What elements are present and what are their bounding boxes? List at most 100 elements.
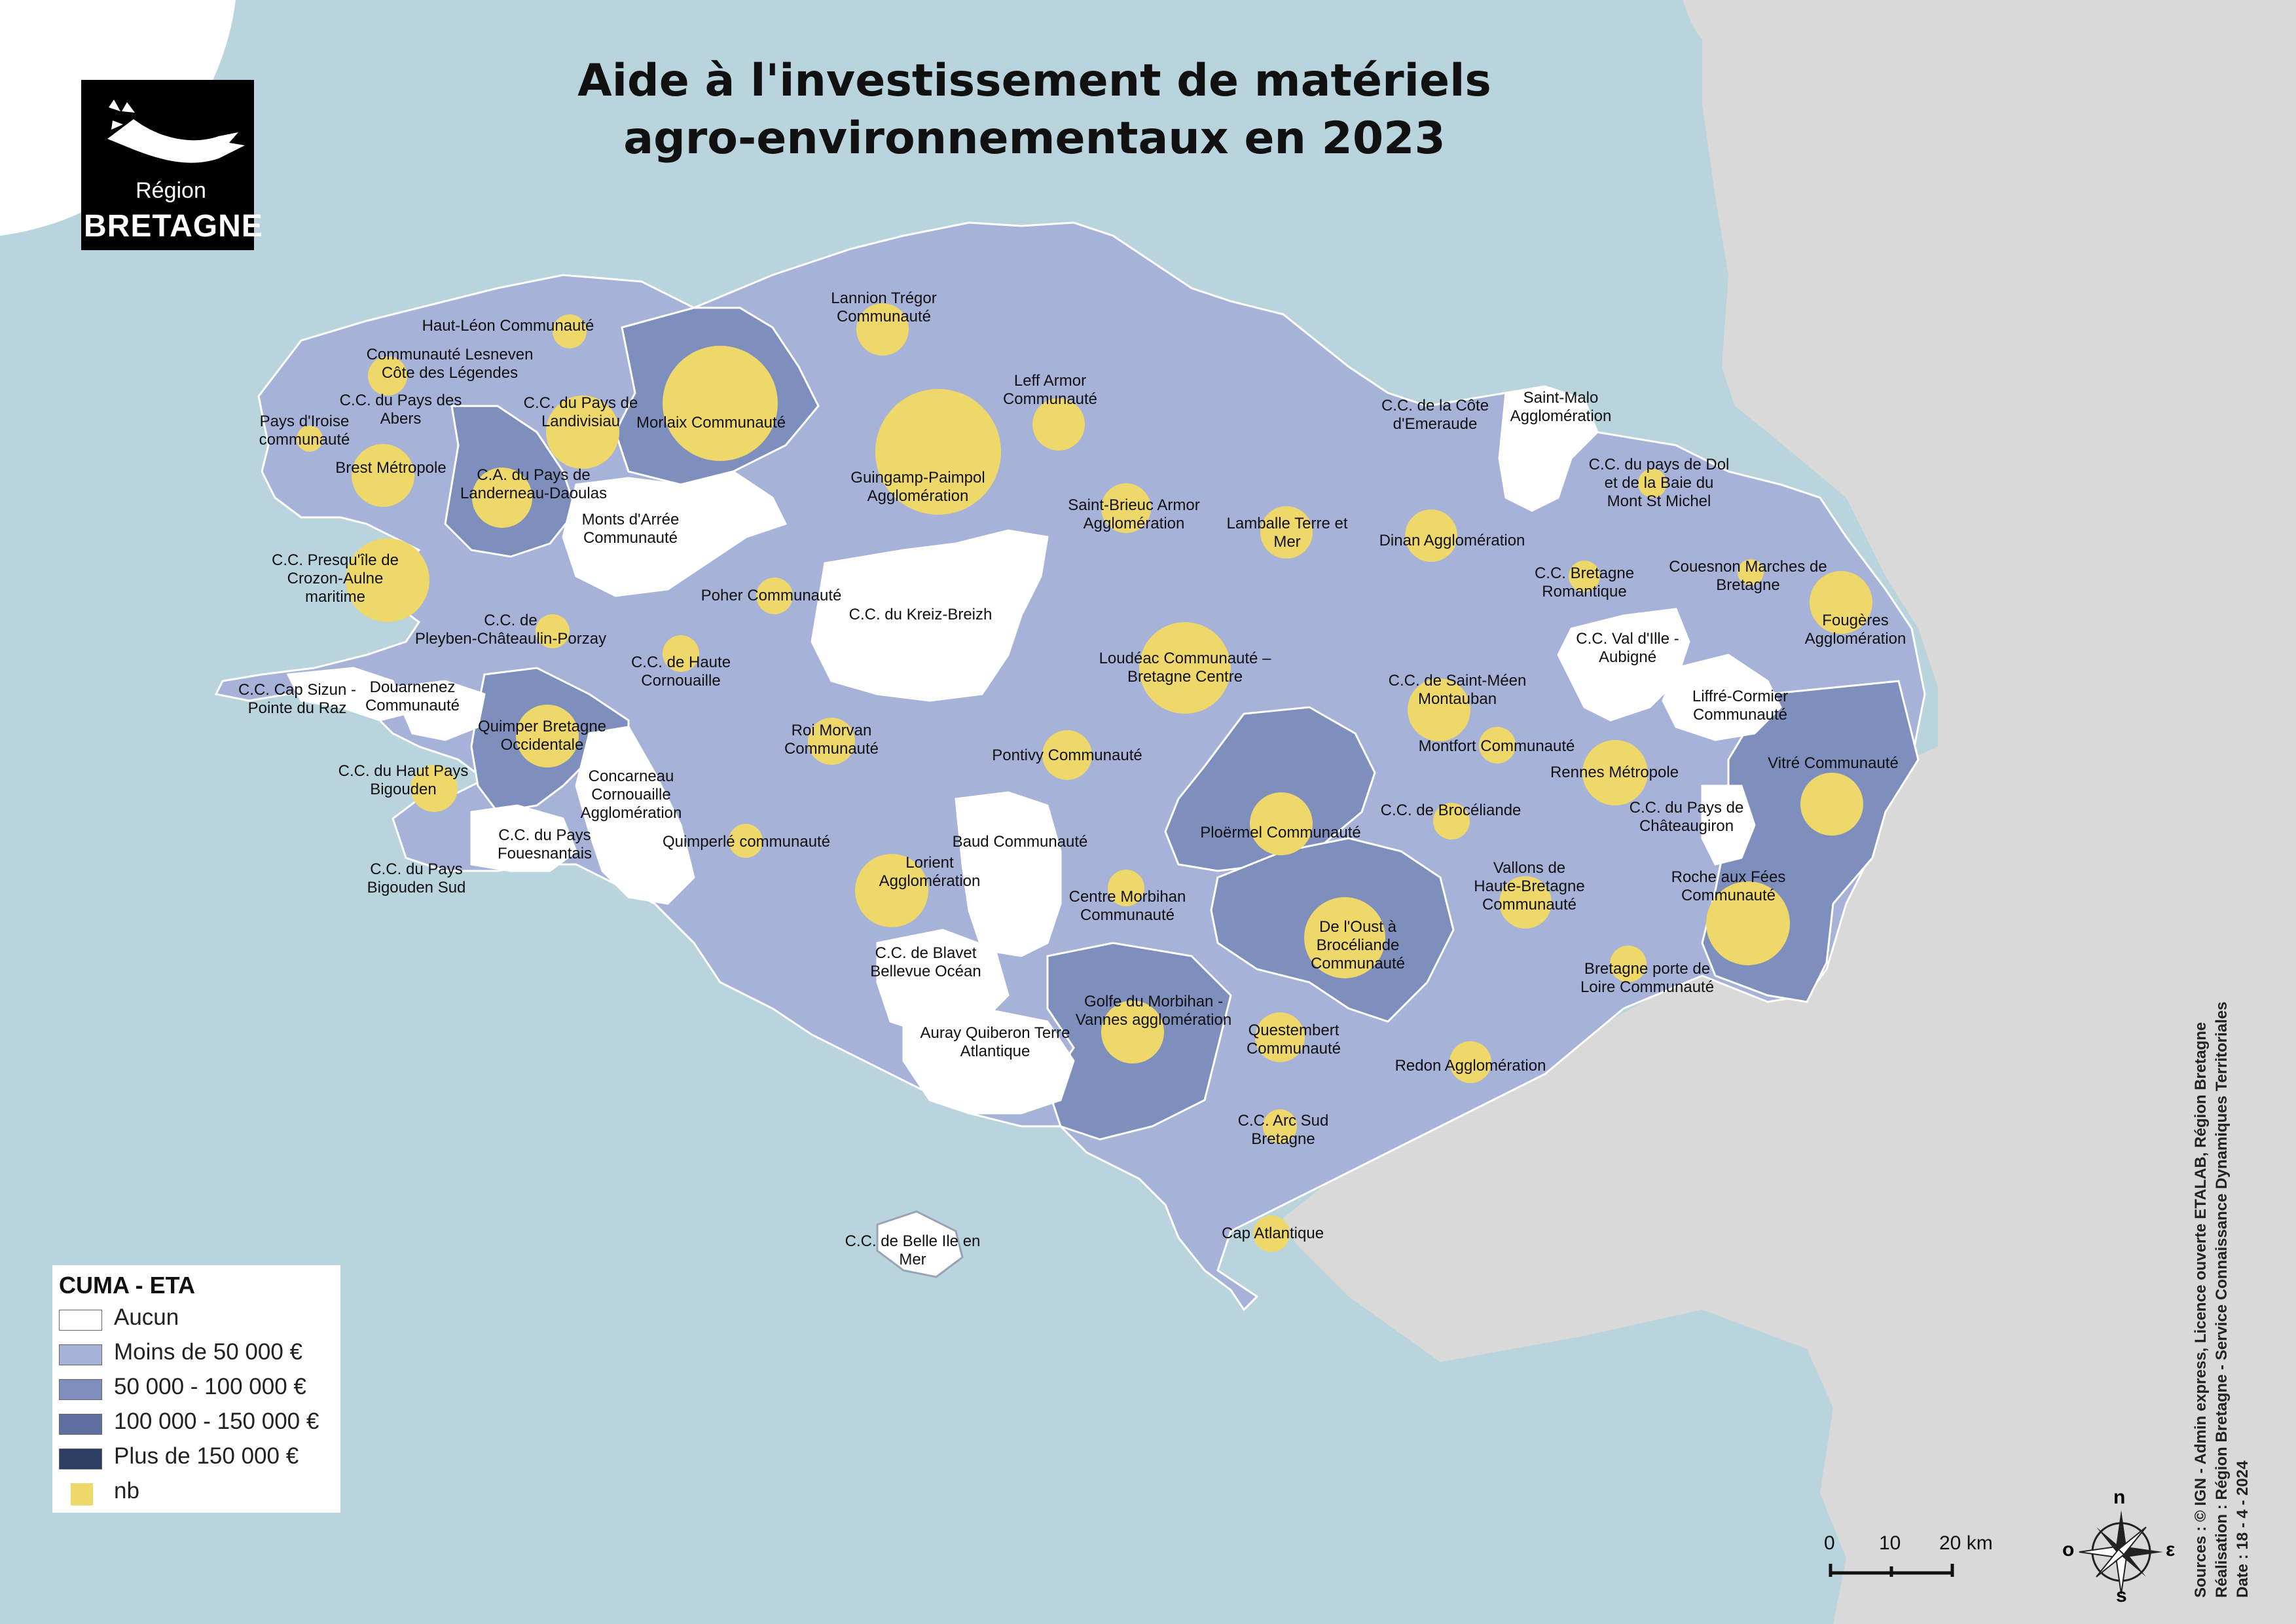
bubble-broceliande xyxy=(1433,803,1470,840)
bubble-haut-leon xyxy=(553,314,587,348)
label-abers: C.C. du Pays des Abers xyxy=(339,392,462,428)
label-landerneau: C.A. du Pays de Landerneau-Daoulas xyxy=(460,466,608,502)
bubble-quimper xyxy=(516,705,579,767)
label-haut-leon: Haut-Léon Communauté xyxy=(422,317,594,335)
baud-area xyxy=(955,791,1062,957)
compass-e: ε xyxy=(2166,1539,2176,1560)
bubble-quimperle xyxy=(729,824,763,858)
compass-rose-icon xyxy=(2079,1510,2163,1595)
legend-swatch xyxy=(59,1379,102,1400)
bubble-hautpaysbigouden xyxy=(410,765,458,812)
label-baud: Baud Communauté xyxy=(952,833,1088,851)
label-vitre: Vitré Communauté xyxy=(1768,754,1899,772)
label-hautecornouaille: C.C. de Haute Cornouaille xyxy=(630,654,731,690)
bubble-dinan xyxy=(1405,509,1457,562)
label-capatlantique: Cap Atlantique xyxy=(1221,1225,1324,1242)
bubble-morlaix xyxy=(663,346,778,461)
label-vallons: Vallons de Haute-Bretagne Communauté xyxy=(1474,859,1585,913)
label-broceliande: C.C. de Brocéliande xyxy=(1380,802,1522,819)
bubble-abers xyxy=(368,356,407,396)
bubble-hautecornouaille xyxy=(663,635,699,672)
label-brest: Brest Métropole xyxy=(335,459,446,477)
label-loudeac: Loudéac Communauté – Bretagne Centre xyxy=(1099,650,1271,686)
label-pontivy: Pontivy Communauté xyxy=(992,747,1142,764)
chateaugiron-area xyxy=(1701,784,1756,866)
legend-title: CUMA - ETA xyxy=(59,1272,195,1299)
bubble-landerneau xyxy=(472,468,532,528)
map-title-line2: agro-environnementaux en 2023 xyxy=(623,113,1446,164)
label-ploermel: Ploërmel Communauté xyxy=(1200,824,1361,841)
bubble-oust xyxy=(1304,897,1385,978)
scale-bar-graphic xyxy=(1829,1564,1954,1577)
map-title-line1: Aide à l'investissement de matériels xyxy=(577,55,1491,107)
val-dille-area xyxy=(1557,608,1690,722)
label-crozon: C.C. Presqu'île de Crozon-Aulne maritime xyxy=(271,551,399,606)
label-arcsud: C.C. Arc Sud Bretagne xyxy=(1237,1112,1329,1148)
compass-o: o xyxy=(2062,1539,2075,1560)
bubble-iroise xyxy=(297,426,323,452)
sources-line1: Sources : © IGN - Admin express, Licence… xyxy=(2192,1022,2210,1598)
scale-tick-0: 0 xyxy=(1824,1532,1835,1554)
bubble-romantique xyxy=(1569,561,1600,592)
bubble-portedeloire xyxy=(1610,946,1647,982)
bubble-rennes xyxy=(1582,740,1648,805)
label-fouesnant: C.C. du Pays Fouesnantais xyxy=(497,826,592,862)
label-lesneven: Communauté Lesneven Côte des Légendes xyxy=(366,346,534,382)
bubble-guingamp xyxy=(875,389,1001,515)
label-rocheauxfees: Roche aux Fées Communauté xyxy=(1671,868,1786,904)
label-liffre: Liffré-Cormier Communauté xyxy=(1692,688,1789,724)
kreiz-breizh-area xyxy=(811,529,1049,702)
label-portedeloire: Bretagne porte de Loire Communauté xyxy=(1580,960,1715,996)
label-lorient: Lorient Agglomération xyxy=(879,854,981,890)
bubble-dol xyxy=(1638,469,1667,498)
legend-swatch xyxy=(71,1483,93,1505)
bubble-arcsud xyxy=(1263,1109,1297,1143)
bubble-montfort xyxy=(1479,727,1516,764)
bubble-capatlantique xyxy=(1253,1215,1290,1252)
legend-label: nb xyxy=(114,1478,139,1504)
label-stmeen: C.C. de Saint-Méen Montauban xyxy=(1388,672,1527,708)
bubble-pontivy xyxy=(1042,730,1092,780)
bubble-leff xyxy=(1032,398,1085,451)
label-landivisiau: C.C. du Pays de Landivisiau xyxy=(523,394,638,430)
bubble-vallons xyxy=(1499,876,1552,929)
legend-swatch xyxy=(59,1310,102,1331)
bubble-centremorbihan xyxy=(1108,870,1144,906)
legend-label: 100 000 - 150 000 € xyxy=(114,1409,319,1434)
label-concarneau: Concarneau Cornouaille Agglomération xyxy=(580,767,682,822)
bubble-crozon xyxy=(346,538,429,622)
douarnenez-area xyxy=(391,680,486,741)
bubble-vitre xyxy=(1800,773,1863,836)
logo-region-text: Région xyxy=(136,178,206,203)
bubble-golfe xyxy=(1101,1001,1164,1063)
scale-tick-10: 10 xyxy=(1879,1532,1901,1554)
label-centremorbihan: Centre Morbihan Communauté xyxy=(1068,888,1186,924)
label-belleile: C.C. de Belle Ile en Mer xyxy=(845,1232,981,1268)
bubble-stbrieuc xyxy=(1101,483,1151,533)
label-pleyben: C.C. de Pleyben-Châteaulin-Porzay xyxy=(414,612,607,648)
scale-bar: 0 10 20 km xyxy=(1813,1532,1993,1585)
bubble-lannion xyxy=(856,303,909,356)
map-title: Aide à l'investissement de matériels agr… xyxy=(511,52,1558,168)
label-montfort: Montfort Communauté xyxy=(1418,737,1575,755)
label-chateaugiron: C.C. du Pays de Châteaugiron xyxy=(1629,799,1744,835)
legend-swatch xyxy=(59,1414,102,1435)
label-fougeres: Fougères Agglomération xyxy=(1804,612,1906,648)
label-douarnenez: Douarnenez Communauté xyxy=(365,678,460,714)
neighbouring-land xyxy=(1283,0,2296,1624)
label-bigoudensud: C.C. du Pays Bigouden Sud xyxy=(367,860,466,896)
label-valdille: C.C. Val d'Ille - Aubigné xyxy=(1576,630,1679,666)
label-blavet: C.C. de Blavet Bellevue Océan xyxy=(870,944,981,980)
label-morlaix: Morlaix Communauté xyxy=(636,414,786,432)
label-couesnon: Couesnon Marches de Bretagne xyxy=(1669,558,1827,594)
ermine-swallow-icon xyxy=(107,100,245,163)
region-bretagne-logo: Région BRETAGNE xyxy=(81,80,263,250)
bubble-questembert xyxy=(1255,1012,1305,1062)
fouesnant-bigouden-sud-area xyxy=(470,804,577,872)
bubble-ploermel xyxy=(1250,792,1313,855)
saint-malo-area xyxy=(1498,385,1599,512)
bubble-brest xyxy=(352,444,414,507)
label-auray: Auray Quiberon Terre Atlantique xyxy=(920,1024,1070,1060)
bubble-loudeac xyxy=(1139,622,1231,714)
legend-label: Plus de 150 000 € xyxy=(114,1443,299,1469)
